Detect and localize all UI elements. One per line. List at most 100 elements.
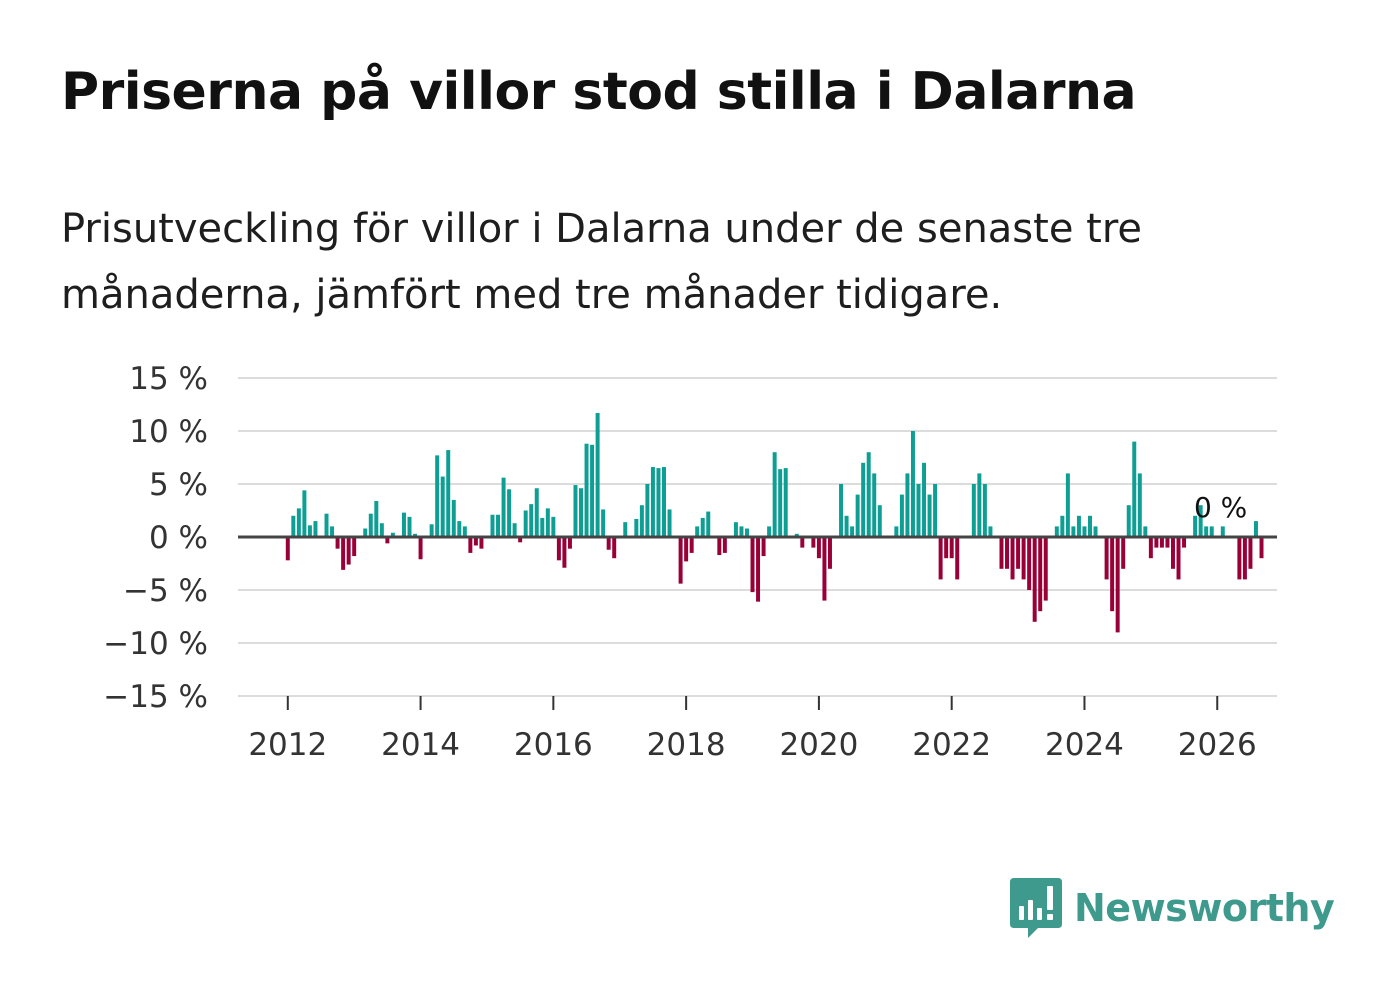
bar bbox=[302, 490, 307, 537]
bar bbox=[999, 537, 1004, 569]
bar bbox=[341, 537, 346, 570]
y-tick-label: 0 % bbox=[149, 520, 208, 556]
bar bbox=[811, 537, 816, 548]
bar bbox=[429, 524, 434, 537]
bar bbox=[778, 469, 783, 537]
y-tick-label: 15 % bbox=[129, 361, 208, 397]
bar bbox=[982, 484, 987, 537]
bar bbox=[562, 537, 567, 568]
bar bbox=[1032, 537, 1037, 622]
bar bbox=[313, 521, 318, 537]
bar bbox=[1248, 537, 1253, 569]
x-tick-label: 2020 bbox=[779, 727, 858, 763]
bar bbox=[612, 537, 617, 559]
bar bbox=[722, 537, 727, 553]
bar bbox=[678, 537, 683, 584]
bar bbox=[390, 532, 395, 537]
bar bbox=[756, 537, 761, 602]
bar bbox=[1010, 537, 1015, 580]
bar bbox=[745, 528, 749, 537]
bar bbox=[684, 537, 689, 562]
bar bbox=[496, 514, 501, 537]
x-tick-label: 2014 bbox=[381, 727, 460, 763]
y-tick-label: 5 % bbox=[149, 467, 208, 503]
bar bbox=[296, 508, 301, 537]
x-tick-label: 2018 bbox=[647, 727, 726, 763]
bar bbox=[518, 537, 523, 543]
bar-chart: 15 %10 %5 %0 %−5 %−10 %−15 % 2012 2014 201… bbox=[103, 361, 1277, 763]
bar bbox=[1016, 537, 1021, 569]
bar bbox=[905, 473, 910, 537]
bar bbox=[650, 467, 655, 537]
bar bbox=[872, 473, 877, 537]
bar bbox=[501, 477, 506, 537]
bar bbox=[1043, 537, 1048, 601]
bar bbox=[335, 537, 340, 549]
bar bbox=[490, 514, 495, 537]
bar bbox=[855, 494, 860, 537]
bar bbox=[662, 467, 666, 537]
bar bbox=[479, 537, 484, 549]
bar bbox=[938, 537, 943, 580]
bar bbox=[988, 526, 993, 537]
bar bbox=[413, 533, 418, 537]
bar bbox=[507, 489, 512, 537]
bar bbox=[1143, 526, 1148, 537]
bar bbox=[689, 537, 694, 553]
bar bbox=[794, 533, 799, 537]
bar bbox=[540, 517, 545, 537]
bar bbox=[733, 522, 738, 537]
bar bbox=[955, 537, 960, 580]
annotations: 0 % bbox=[1194, 491, 1247, 524]
bar bbox=[1027, 537, 1032, 590]
bar bbox=[346, 537, 351, 565]
chart-title: Priserna på villor stod stilla i Dalarna bbox=[61, 62, 1137, 122]
bar bbox=[927, 494, 932, 537]
bar bbox=[1054, 526, 1059, 537]
x-tick-label: 2022 bbox=[912, 727, 991, 763]
x-tick-label: 2024 bbox=[1045, 727, 1124, 763]
bar bbox=[1121, 537, 1126, 569]
bar bbox=[534, 488, 539, 537]
bar bbox=[1115, 537, 1120, 633]
bar bbox=[352, 537, 357, 557]
bar bbox=[894, 526, 899, 537]
bar bbox=[1088, 515, 1092, 537]
bar bbox=[634, 518, 639, 537]
bar bbox=[866, 452, 871, 537]
bar bbox=[462, 526, 467, 537]
bar-series bbox=[285, 412, 1264, 633]
bar bbox=[385, 537, 390, 544]
bar bbox=[1176, 537, 1181, 580]
bar bbox=[584, 443, 589, 537]
bar bbox=[1165, 537, 1170, 548]
bar bbox=[1237, 537, 1242, 580]
x-tick-label: 2026 bbox=[1178, 727, 1257, 763]
bar bbox=[767, 526, 772, 537]
bar bbox=[739, 526, 744, 537]
bar bbox=[623, 522, 628, 537]
bar bbox=[590, 444, 595, 537]
bar bbox=[706, 511, 711, 537]
bar bbox=[772, 452, 777, 537]
bar bbox=[601, 509, 606, 537]
bar bbox=[545, 508, 550, 537]
y-tick-label: −15 % bbox=[103, 679, 208, 715]
bar bbox=[667, 509, 672, 537]
bar bbox=[374, 500, 379, 537]
bar bbox=[1182, 537, 1187, 548]
bar bbox=[446, 450, 451, 537]
bar bbox=[330, 526, 335, 537]
x-tick-label: 2012 bbox=[248, 727, 327, 763]
x-axis: 2012 2014 2016 2018 2020 2022 2024 2026 bbox=[248, 696, 1257, 763]
bar bbox=[645, 484, 650, 537]
bar bbox=[1132, 441, 1137, 537]
bar bbox=[567, 537, 572, 549]
bar bbox=[1198, 505, 1203, 537]
bar bbox=[523, 510, 528, 537]
bar bbox=[1071, 526, 1076, 537]
bar bbox=[839, 484, 844, 537]
bar bbox=[595, 412, 600, 537]
y-tick-label: 10 % bbox=[129, 414, 208, 450]
bar bbox=[324, 513, 329, 537]
